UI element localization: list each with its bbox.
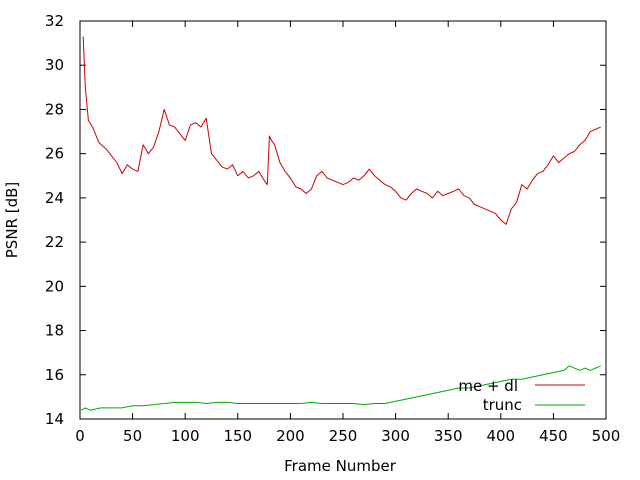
legend-label-series-2: trunc [483, 396, 522, 414]
plot-frame [79, 20, 607, 420]
axis-ticks: 0 50 100 150 200 250 300 350 400 450 500 14 16 18 20 22… [45, 12, 620, 445]
x-tick-label: 200 [276, 427, 305, 445]
series-lines [80, 36, 601, 411]
x-tick-label: 500 [592, 427, 621, 445]
y-tick-label: 18 [45, 322, 64, 340]
legend-label-series-1: me + dl [458, 377, 518, 395]
x-axis-title: Frame Number [284, 457, 397, 475]
x-tick-label: 0 [75, 427, 85, 445]
y-tick-label: 22 [45, 233, 64, 251]
y-axis-title: PSNR [dB] [3, 182, 21, 259]
y-tick-label: 20 [45, 277, 64, 295]
y-tick-label: 26 [45, 145, 64, 163]
series-line-2 [80, 365, 601, 411]
legend: me + dl trunc [458, 377, 585, 414]
x-tick-label: 100 [171, 427, 200, 445]
y-tick-label: 30 [45, 56, 64, 74]
y-tick-label: 28 [45, 100, 64, 118]
x-tick-label: 300 [381, 427, 410, 445]
series-line-1 [82, 36, 601, 225]
y-tick-label: 14 [45, 410, 64, 428]
x-tick-label: 350 [434, 427, 463, 445]
y-tick-label: 32 [45, 12, 64, 30]
x-tick-label: 150 [223, 427, 252, 445]
x-tick-label: 250 [329, 427, 358, 445]
x-tick-label: 400 [486, 427, 515, 445]
x-tick-label: 50 [123, 427, 142, 445]
x-tick-label: 450 [539, 427, 568, 445]
y-tick-label: 24 [45, 189, 64, 207]
y-tick-label: 16 [45, 366, 64, 384]
